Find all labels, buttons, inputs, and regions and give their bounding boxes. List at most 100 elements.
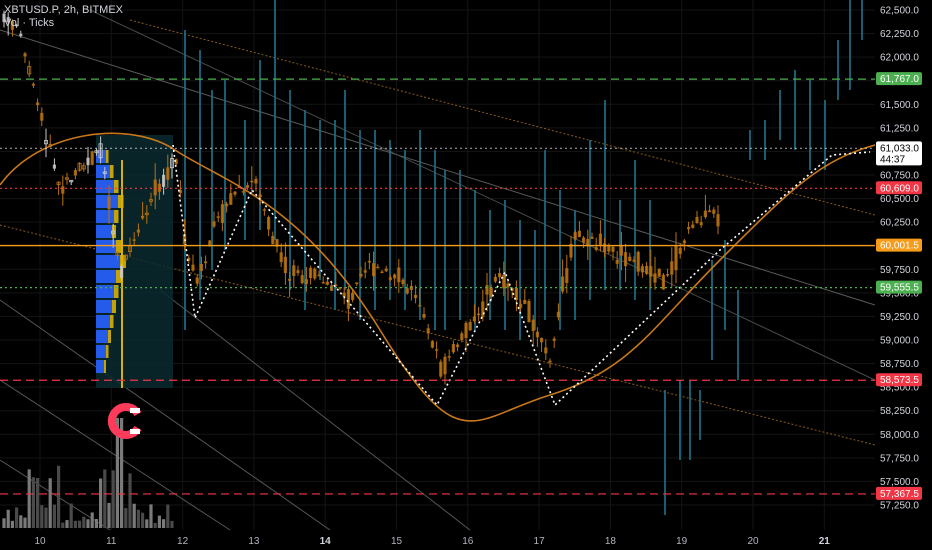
- candle-body: [426, 328, 430, 334]
- volume-profile-box: [96, 135, 173, 388]
- candle-body: [397, 267, 401, 283]
- volume-bar: [10, 520, 14, 528]
- profile-bar-blue: [96, 255, 120, 268]
- profile-bar-yellow: [114, 180, 119, 193]
- candle-body: [506, 283, 510, 288]
- candle-body: [102, 171, 107, 174]
- candle-body: [430, 341, 434, 348]
- candle-body: [582, 237, 586, 243]
- profile-bar-blue: [96, 270, 116, 283]
- magnet-tip-bottom: [130, 429, 140, 434]
- candle-body: [23, 53, 27, 57]
- candle-body: [342, 292, 346, 297]
- volume-bar: [19, 515, 23, 528]
- candle-body: [250, 180, 254, 183]
- candle-body: [157, 183, 161, 192]
- candle-body: [468, 322, 472, 331]
- candle-body: [246, 185, 250, 188]
- candle-body: [670, 261, 674, 275]
- volume-bar: [90, 512, 94, 528]
- candle-body: [136, 229, 140, 233]
- trend-line: [0, 299, 331, 531]
- candle-body: [527, 300, 531, 323]
- candle-body: [443, 356, 447, 375]
- price-axis[interactable]: 62,500.062,250.062,000.061,750.061,500.0…: [875, 0, 932, 550]
- volume-bar: [44, 507, 48, 528]
- candle-body: [493, 276, 497, 282]
- candle-body: [355, 282, 359, 284]
- candle-body: [73, 170, 77, 176]
- trend-line: [89, 9, 876, 381]
- candle-body: [254, 178, 258, 184]
- volume-bar: [136, 509, 140, 528]
- candle-body: [346, 289, 350, 309]
- profile-bar-yellow: [106, 345, 109, 358]
- candle-body: [485, 285, 489, 295]
- time-axis[interactable]: 10 11 12 13 14 15 16 17 18 19 20 21: [34, 536, 830, 547]
- candle-body: [519, 303, 523, 308]
- volume-bar: [82, 516, 86, 528]
- candle-body: [141, 215, 145, 219]
- candle-body: [81, 165, 86, 170]
- candle-body: [678, 247, 682, 254]
- candle-body: [464, 322, 468, 339]
- candle-body: [611, 246, 615, 252]
- candle-body: [2, 13, 6, 23]
- candle-body: [61, 186, 65, 194]
- candle-body: [414, 294, 418, 299]
- magnet-shape: [107, 403, 142, 439]
- candle-body: [489, 287, 493, 297]
- candle-body: [351, 292, 355, 300]
- candle-body: [716, 214, 720, 227]
- candle-body: [94, 150, 99, 153]
- candle-body: [304, 279, 308, 284]
- magnet-icon[interactable]: [107, 403, 142, 439]
- zigzag-line: [172, 144, 871, 407]
- candle-body: [52, 164, 56, 169]
- candle-body: [40, 112, 44, 121]
- price-tick-label: 61,250.0: [880, 123, 919, 134]
- candle-body: [447, 356, 451, 358]
- price-tick-label: 57,750.0: [880, 453, 919, 464]
- candle-body: [187, 257, 191, 261]
- volume-bar: [36, 477, 40, 528]
- volume-bar: [107, 502, 111, 528]
- current-price-tag-label: 61,033.0: [880, 143, 919, 154]
- indicator-legend[interactable]: Vol · Ticks: [4, 17, 55, 29]
- volume-bar: [86, 519, 90, 528]
- candle-body: [649, 266, 653, 277]
- candle-body: [590, 236, 594, 239]
- candle-body: [162, 174, 166, 187]
- candle-body: [372, 263, 376, 277]
- candle-body: [98, 143, 103, 159]
- candle-body: [279, 252, 283, 263]
- price-tick-label: 62,000.0: [880, 53, 919, 64]
- candle-body: [691, 224, 695, 228]
- red-level-mid-tag-label: 58,573.5: [880, 375, 919, 386]
- profile-bar-blue: [96, 360, 104, 373]
- volume-bar: [15, 507, 19, 528]
- candle-body: [191, 264, 195, 271]
- profile-bar-blue: [96, 165, 110, 178]
- candle-body: [695, 216, 699, 223]
- price-tick-label: 59,250.0: [880, 312, 919, 323]
- candle-body: [607, 245, 611, 252]
- candle-body: [619, 246, 623, 256]
- candle-body: [292, 265, 296, 277]
- price-tick-label: 59,000.0: [880, 336, 919, 347]
- volume-bar: [170, 520, 174, 528]
- candle-body: [10, 21, 14, 30]
- candle-body: [418, 305, 422, 307]
- candle-body: [309, 267, 313, 278]
- volume-bar: [166, 504, 170, 528]
- candle-body: [267, 217, 271, 230]
- price-tick-label: 61,500.0: [880, 100, 919, 111]
- candle-body: [321, 282, 325, 284]
- date-label: 18: [605, 536, 617, 547]
- date-label: 21: [819, 536, 831, 547]
- price-tick-label: 58,000.0: [880, 430, 919, 441]
- symbol-title[interactable]: XBTUSD.P, 2h, BITMEX: [4, 4, 124, 16]
- arc-path: [0, 132, 876, 422]
- price-tick-label: 62,250.0: [880, 29, 919, 40]
